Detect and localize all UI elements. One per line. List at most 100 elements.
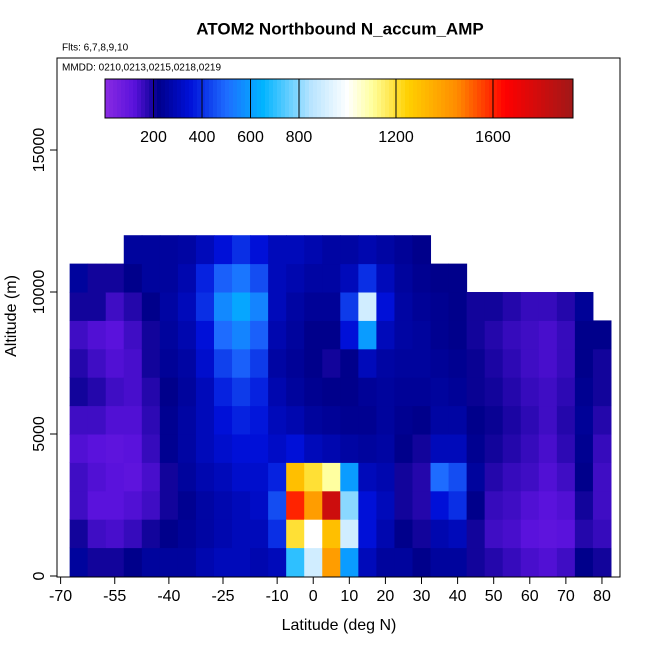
heat-cell xyxy=(502,405,522,435)
heat-cell xyxy=(358,434,377,463)
heat-cell xyxy=(412,490,432,520)
heat-cell xyxy=(484,547,504,577)
heat-cell xyxy=(520,292,540,321)
heat-cell xyxy=(376,263,395,293)
heat-cell xyxy=(141,377,161,407)
colorbar-swatch xyxy=(465,79,470,118)
x-tick-label: -70 xyxy=(49,588,72,605)
heat-cell xyxy=(556,490,576,520)
heat-cell xyxy=(502,434,522,463)
colorbar-swatch xyxy=(233,79,238,118)
colorbar-swatch xyxy=(501,79,506,118)
colorbar-swatch xyxy=(437,79,442,118)
colorbar-swatch xyxy=(285,79,290,118)
colorbar-swatch xyxy=(489,79,494,118)
heat-cell xyxy=(69,377,89,407)
heat-cell xyxy=(592,490,612,520)
heat-cell xyxy=(250,292,269,321)
colorbar-swatch xyxy=(229,79,234,118)
heat-cell xyxy=(159,348,179,378)
heat-cell xyxy=(592,519,612,549)
heat-cell xyxy=(304,434,323,463)
heat-cell xyxy=(466,490,486,520)
heat-cell xyxy=(376,377,395,407)
heat-cell xyxy=(159,377,179,407)
heat-cell xyxy=(574,490,594,520)
heat-cell xyxy=(556,405,576,435)
heat-cell xyxy=(412,519,432,549)
x-tick-label: 80 xyxy=(593,588,611,605)
heat-cell xyxy=(87,292,107,321)
heat-cell xyxy=(592,348,612,378)
heat-cell xyxy=(412,320,432,350)
colorbar-swatch xyxy=(361,79,366,118)
heat-cell xyxy=(141,292,161,321)
colorbar-swatch xyxy=(377,79,382,118)
colorbar-swatch xyxy=(193,79,198,118)
heat-cell xyxy=(466,434,486,463)
heat-cell xyxy=(141,348,161,378)
colorbar-swatch xyxy=(337,79,342,118)
heat-cell xyxy=(123,292,143,321)
heat-cell xyxy=(141,434,161,463)
colorbar-swatch xyxy=(565,79,570,118)
heat-cell xyxy=(430,263,450,293)
colorbar-swatch xyxy=(513,79,518,118)
heat-cell xyxy=(322,377,341,407)
x-tick-label: -10 xyxy=(266,588,289,605)
heat-cell xyxy=(484,348,504,378)
x-tick-label: -40 xyxy=(157,588,180,605)
heat-cell xyxy=(574,547,594,577)
heat-cell xyxy=(177,320,197,350)
colorbar-swatch xyxy=(253,79,258,118)
colorbar-swatch xyxy=(281,79,286,118)
heat-cell xyxy=(213,405,233,435)
heat-cell xyxy=(87,320,107,350)
heat-cell xyxy=(556,348,576,378)
heat-cell xyxy=(322,405,341,435)
heat-cell xyxy=(69,320,89,350)
heat-cell xyxy=(232,519,251,549)
heat-cell xyxy=(358,547,377,577)
colorbar-swatch xyxy=(393,79,398,118)
heat-cell xyxy=(159,434,179,463)
heat-cell xyxy=(376,320,395,350)
heat-cell xyxy=(340,235,359,265)
colorbar-swatch xyxy=(389,79,394,118)
heat-cell xyxy=(430,434,450,463)
colorbar-swatch xyxy=(153,79,158,118)
heat-cell xyxy=(340,462,359,492)
colorbar-swatch xyxy=(497,79,502,118)
heat-cell xyxy=(376,434,395,463)
y-tick-label: 10000 xyxy=(31,270,48,315)
colorbar-swatch xyxy=(289,79,294,118)
heat-cell xyxy=(574,292,594,321)
heat-cell xyxy=(484,490,504,520)
y-axis-label: Altitude (m) xyxy=(3,275,20,357)
heat-cell xyxy=(484,320,504,350)
heat-cell xyxy=(556,320,576,350)
heat-cell xyxy=(268,292,287,321)
heat-cell xyxy=(268,434,287,463)
heat-cell xyxy=(430,320,450,350)
colorbar-swatch xyxy=(329,79,334,118)
heat-cell xyxy=(177,348,197,378)
heat-cell xyxy=(466,320,486,350)
heat-cell xyxy=(412,405,432,435)
heat-cell xyxy=(556,434,576,463)
heat-cell xyxy=(574,320,594,350)
heat-cell xyxy=(87,405,107,435)
heat-cell xyxy=(322,547,341,577)
heat-cell xyxy=(286,405,305,435)
colorbar-swatch xyxy=(113,79,118,118)
heat-cell xyxy=(484,519,504,549)
chart-title: ATOM2 Northbound N_accum_AMP xyxy=(196,19,483,38)
heat-cell xyxy=(141,547,161,577)
colorbar-swatch xyxy=(133,79,138,118)
heat-cell xyxy=(502,348,522,378)
heat-cell xyxy=(177,377,197,407)
heat-cell xyxy=(195,405,215,435)
heat-cell xyxy=(358,462,377,492)
heat-cell xyxy=(484,292,504,321)
heat-cell xyxy=(87,462,107,492)
